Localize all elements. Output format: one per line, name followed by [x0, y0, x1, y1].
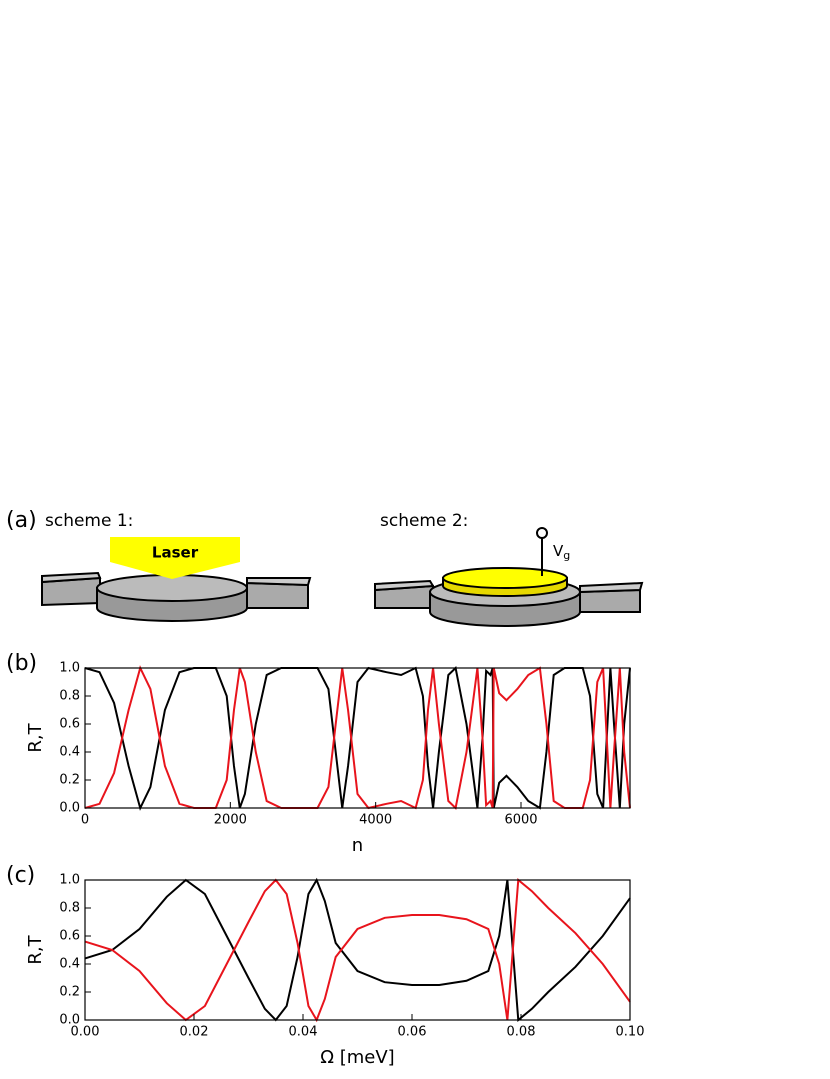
gate-voltage-sub: g — [563, 549, 570, 562]
gate — [442, 567, 568, 589]
x-tick-label: 0.02 — [180, 1025, 209, 1040]
x-tick-label: 0.04 — [289, 1025, 318, 1040]
y-tick-label: 0.6 — [59, 929, 80, 944]
lead — [579, 581, 644, 594]
plot-frame — [84, 879, 631, 1021]
y-tick-label: 0.8 — [59, 901, 80, 916]
y-tick-label: 0.2 — [59, 985, 80, 1000]
panel-label: (a) — [6, 508, 37, 533]
y-tick-label: 0.6 — [59, 717, 80, 732]
lead — [374, 579, 435, 592]
x-axis-label: Ω [meV] — [320, 1047, 394, 1068]
lead — [579, 588, 641, 613]
y-tick-label: 0.2 — [59, 773, 80, 788]
x-tick-label: 0.06 — [398, 1025, 427, 1040]
laser-label: Laser — [152, 544, 199, 562]
x-axis-label: n — [352, 835, 363, 856]
scheme-label: scheme 1: — [45, 511, 133, 531]
x-tick-label: 0.08 — [507, 1025, 536, 1040]
gate-voltage-main: V — [553, 542, 564, 560]
y-axis-label: R,T — [25, 722, 46, 752]
scheme-label: scheme 2: — [380, 511, 468, 531]
data-line — [84, 878, 631, 1023]
data-line — [84, 877, 631, 1022]
gate-voltage: Vg — [553, 542, 570, 563]
y-tick-label: 0.0 — [59, 1013, 80, 1028]
lead — [246, 581, 309, 609]
plot-frame — [84, 667, 631, 809]
panel-label: (c) — [6, 863, 35, 888]
laser-beam — [110, 537, 240, 579]
lead — [246, 577, 312, 587]
y-tick-label: 0.4 — [59, 745, 80, 760]
x-tick-label: 0 — [81, 813, 89, 828]
y-tick-label: 0.8 — [59, 689, 80, 704]
scheme-1 — [41, 537, 312, 622]
gate-terminal — [536, 527, 548, 539]
x-tick-label: 0.00 — [71, 1025, 100, 1040]
y-tick-label: 0.4 — [59, 957, 80, 972]
y-tick-label: 1.0 — [59, 873, 80, 888]
lead — [41, 571, 102, 584]
scheme-2 — [374, 527, 644, 627]
panel-label: (b) — [6, 651, 37, 676]
x-tick-label: 4000 — [359, 813, 392, 828]
y-tick-label: 0.0 — [59, 801, 80, 816]
y-axis-label: R,T — [25, 934, 46, 964]
y-tick-label: 1.0 — [59, 661, 80, 676]
x-tick-label: 6000 — [504, 813, 537, 828]
x-tick-label: 2000 — [214, 813, 247, 828]
x-tick-label: 0.10 — [616, 1025, 645, 1040]
